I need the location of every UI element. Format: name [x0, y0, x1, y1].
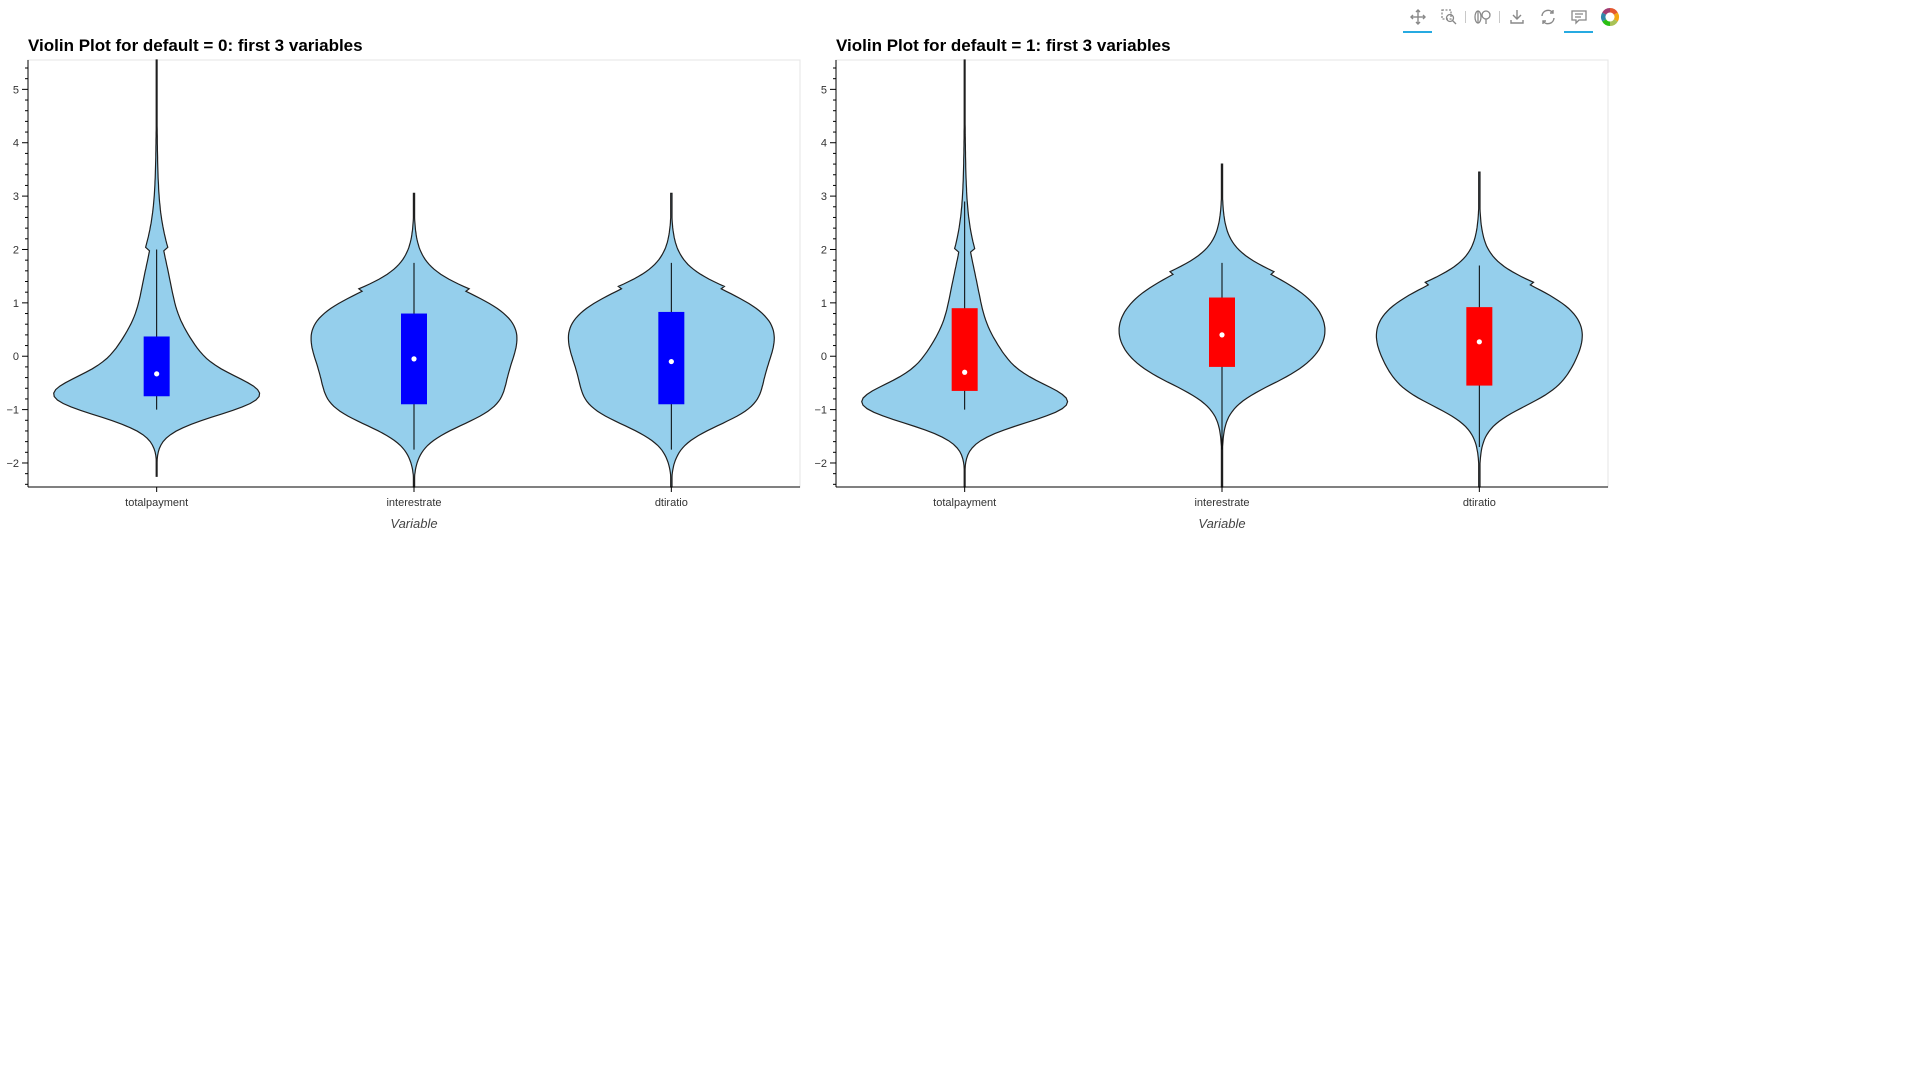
y-tick-label: 3 [13, 191, 19, 203]
plot-title: Violin Plot for default = 1: first 3 var… [836, 36, 1171, 55]
x-tick-label: interestrate [386, 497, 441, 509]
iqr-box [951, 308, 978, 391]
x-tick-label: totalpayment [933, 497, 996, 509]
y-tick-label: 1 [821, 298, 827, 310]
y-tick-label: 0 [13, 351, 19, 363]
median-dot [1476, 339, 1482, 345]
median-dot [962, 369, 968, 375]
iqr-box [1209, 297, 1235, 367]
x-axis: totalpayment interestrate dtiratio Variable [28, 486, 800, 531]
plot-title: Violin Plot for default = 0: first 3 var… [28, 36, 363, 55]
y-tick-label: 1 [13, 298, 19, 310]
hover-tool-button[interactable] [1563, 3, 1594, 33]
violin-interestrate[interactable] [1118, 163, 1326, 488]
violin-dtiratio[interactable] [567, 192, 775, 488]
reset-tool-button[interactable] [1532, 3, 1563, 31]
violin-dtiratio[interactable] [1375, 171, 1583, 488]
bokeh-logo-button[interactable] [1594, 3, 1625, 31]
x-axis: totalpayment interestrate dtiratio Variable [836, 486, 1608, 531]
y-tick-label: 4 [13, 138, 19, 150]
violin-plot-default-1[interactable]: Violin Plot for default = 1: first 3 var… [808, 30, 1613, 540]
iqr-box [658, 311, 685, 405]
median-dot [1219, 332, 1225, 338]
violin-plot-canvas[interactable]: −2 −1 0 1 2 3 4 5 totalpayment interestrate dtirat… [0, 30, 805, 540]
median-dot [668, 358, 674, 365]
violin-interestrate[interactable] [310, 192, 518, 488]
reset-icon [1540, 9, 1555, 25]
violin-plot-canvas[interactable]: −2 −1 0 1 2 3 4 5 totalpayment interestrate dtirat… [808, 30, 1613, 540]
x-tick-label: dtiratio [1463, 497, 1496, 509]
save-icon [1509, 10, 1524, 24]
x-tick-label: totalpayment [125, 497, 188, 509]
toolbar-separator [1499, 11, 1500, 23]
violin-plot-default-0[interactable]: Violin Plot for default = 0: first 3 var… [0, 30, 805, 540]
hover-icon [1570, 10, 1587, 25]
violin-totalpayment[interactable] [861, 59, 1069, 488]
y-tick-label: 5 [821, 84, 827, 96]
y-axis: −2 −1 0 1 2 3 4 5 [6, 60, 29, 487]
y-tick-label: −1 [814, 405, 827, 417]
save-tool-button[interactable] [1501, 3, 1532, 31]
y-tick-label: −2 [814, 458, 827, 470]
y-axis: −2 −1 0 1 2 3 4 5 [814, 60, 837, 487]
median-dot [154, 371, 160, 377]
y-tick-label: 4 [821, 138, 827, 150]
box-zoom-tool-button[interactable] [1433, 3, 1464, 31]
violin-totalpayment[interactable] [53, 59, 261, 477]
iqr-box [1466, 307, 1493, 386]
box-zoom-icon [1440, 9, 1456, 25]
x-tick-label: interestrate [1194, 497, 1249, 509]
median-dot [411, 356, 417, 362]
toolbar-separator [1465, 11, 1466, 23]
iqr-box [143, 336, 170, 397]
y-tick-label: 2 [821, 244, 827, 256]
x-axis-label: Variable [1198, 516, 1245, 531]
wheel-zoom-icon [1473, 10, 1491, 24]
plot-toolbar [1402, 2, 1625, 33]
y-tick-label: −1 [6, 405, 19, 417]
y-tick-label: 0 [821, 351, 827, 363]
pan-tool-button[interactable] [1402, 3, 1433, 33]
x-axis-label: Variable [390, 516, 437, 531]
x-tick-label: dtiratio [655, 497, 688, 509]
y-tick-label: −2 [6, 458, 19, 470]
wheel-zoom-tool-button[interactable] [1467, 3, 1498, 31]
bokeh-logo-icon [1600, 7, 1619, 27]
y-tick-label: 2 [13, 244, 19, 256]
y-tick-label: 5 [13, 84, 19, 96]
y-tick-label: 3 [821, 191, 827, 203]
pan-icon [1409, 9, 1426, 25]
